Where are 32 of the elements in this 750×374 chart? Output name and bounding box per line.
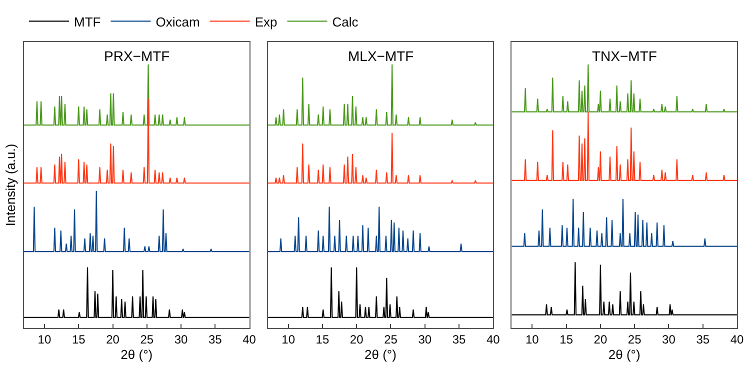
legend-label: Exp [254, 14, 278, 30]
x-tick-label: 10 [525, 332, 540, 346]
x-tick-label: 20 [106, 332, 120, 346]
chart-title: TNX−MTF [592, 48, 657, 64]
x-tick-label: 15 [316, 332, 330, 346]
x-axis-title: 2θ (°) [120, 347, 153, 362]
x-tick-label: 25 [628, 332, 642, 346]
x-tick-label: 10 [282, 332, 296, 346]
x-tick-label: 40 [242, 332, 256, 346]
x-tick-label: 35 [696, 332, 710, 346]
x-tick-label: 40 [730, 332, 744, 346]
x-tick-label: 35 [208, 332, 222, 346]
x-tick-label: 30 [418, 332, 432, 346]
x-tick-label: 10 [38, 332, 52, 346]
x-tick-label: 30 [174, 332, 188, 346]
x-tick-label: 35 [452, 332, 466, 346]
legend-label: Calc [332, 14, 359, 30]
x-tick-label: 15 [560, 332, 574, 346]
x-tick-label: 15 [72, 332, 86, 346]
chart-title: PRX−MTF [104, 48, 170, 64]
y-axis-title: Intensity (a.u.) [2, 144, 18, 226]
x-tick-label: 25 [140, 332, 154, 346]
x-axis-title: 2θ (°) [608, 347, 640, 362]
x-tick-label: 25 [384, 332, 398, 346]
x-tick-label: 20 [594, 332, 608, 346]
x-axis-title: 2θ (°) [364, 347, 396, 362]
x-tick-label: 30 [662, 332, 676, 346]
legend-label: MTF [74, 14, 101, 30]
chart-title: MLX−MTF [348, 48, 414, 64]
x-tick-label: 20 [350, 332, 364, 346]
legend-label: Oxicam [156, 14, 200, 30]
x-tick-label: 40 [486, 332, 500, 346]
